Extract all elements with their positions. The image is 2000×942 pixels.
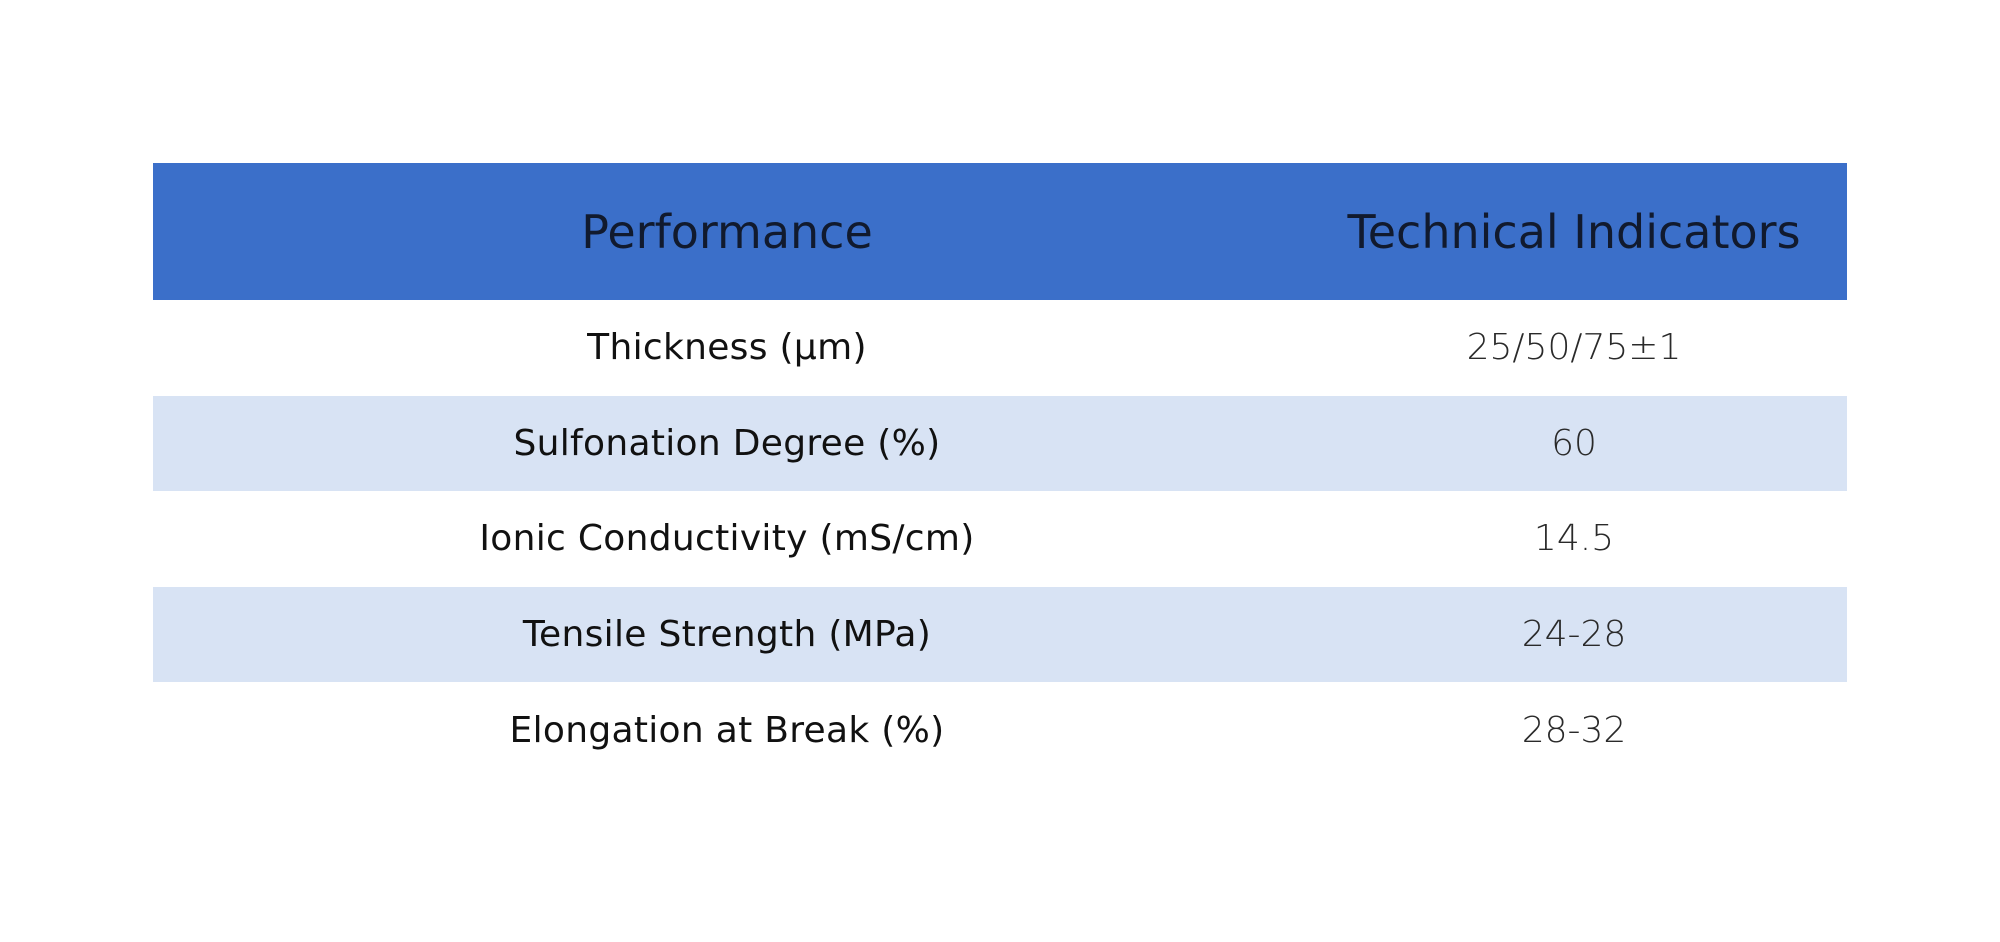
table-cell: 14.5 bbox=[1533, 518, 1615, 560]
table-cell: Sulfonation Degree (%) bbox=[513, 422, 941, 464]
table-cell: Elongation at Break (%) bbox=[509, 709, 945, 751]
table-row: Elongation at Break (%) 28-32 bbox=[153, 682, 1847, 778]
table-cell: 60 bbox=[1551, 422, 1597, 464]
header-cell: Performance bbox=[581, 204, 873, 259]
table-cell: Ionic Conductivity (mS/cm) bbox=[479, 518, 975, 560]
header-row: Performance Technical Indicators bbox=[153, 163, 1847, 300]
table-row: Ionic Conductivity (mS/cm) 14.5 bbox=[153, 491, 1847, 587]
table-row: Sulfonation Degree (%) 60 bbox=[153, 395, 1847, 492]
table-row: Tensile Strength (MPa) 24-28 bbox=[153, 586, 1847, 683]
table-cell: 24-28 bbox=[1521, 614, 1627, 656]
table-cell: Tensile Strength (MPa) bbox=[522, 614, 932, 656]
table-row: Thickness (µm) 25/50/75±1 bbox=[153, 300, 1847, 396]
table-cell: 25/50/75±1 bbox=[1466, 327, 1682, 369]
table: Performance Technical Indicators Thickness… bbox=[153, 163, 1847, 778]
table-cell: 28-32 bbox=[1521, 709, 1627, 751]
header-cell: Technical Indicators bbox=[1347, 204, 1801, 259]
table-cell: Thickness (µm) bbox=[587, 327, 867, 369]
